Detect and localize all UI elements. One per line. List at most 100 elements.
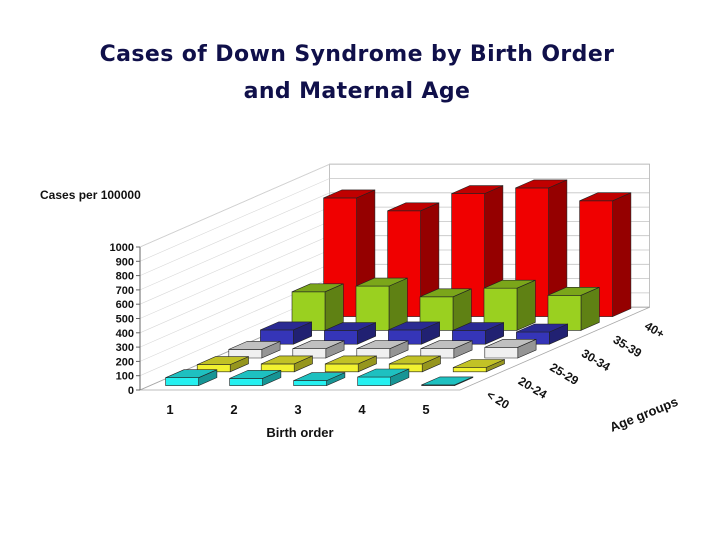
- bar-top: [420, 340, 473, 350]
- bar-front: [452, 367, 487, 373]
- bar-top: [356, 340, 409, 350]
- bar-2024-2: [260, 355, 313, 373]
- side-gridline: [139, 264, 330, 348]
- bar-3034-1: [260, 321, 313, 345]
- bar-top: [419, 288, 472, 298]
- side-gridline: [139, 235, 330, 319]
- bar-top: [421, 376, 474, 386]
- bar-top: [260, 321, 312, 331]
- bar-top: [355, 277, 408, 287]
- bar-20-4: [357, 368, 410, 387]
- bar-top: [387, 202, 440, 212]
- bar-top: [483, 279, 536, 289]
- z-tick-label: 35-39: [611, 332, 645, 360]
- bar-20-2: [229, 369, 282, 387]
- bar-front: [165, 377, 199, 386]
- z-axis-title: Age groups: [608, 394, 681, 435]
- bar-2529-3: [356, 340, 409, 359]
- side-gridline: [139, 206, 330, 291]
- bar-3539-4: [483, 279, 536, 331]
- bar-top: [323, 189, 376, 199]
- x-tick-label: 3: [294, 402, 301, 417]
- bar-top: [293, 372, 346, 381]
- bar-front: [357, 376, 391, 386]
- bar-2529-5: [484, 338, 537, 359]
- y-tick-label: 200: [116, 356, 134, 368]
- bar-top: [451, 185, 504, 194]
- bar-20-5: [421, 376, 474, 387]
- y-tick-label: 100: [116, 371, 134, 383]
- bar-top: [452, 322, 504, 331]
- bar-3539-3: [419, 288, 472, 331]
- side-gridline: [139, 249, 330, 334]
- y-tick-label: 400: [116, 328, 134, 340]
- y-tick-label: 300: [116, 342, 134, 354]
- y-axis-title: Cases per 100000: [40, 188, 141, 202]
- y-tick-label: 800: [116, 271, 134, 283]
- bar-top: [388, 321, 440, 331]
- bar-top: [389, 355, 441, 365]
- side-gridline: [139, 178, 330, 262]
- bar-front: [324, 363, 359, 373]
- bar-2024-5: [452, 359, 505, 373]
- bar-front: [484, 346, 519, 359]
- bar-top: [484, 338, 537, 348]
- y-tick-label: 700: [116, 285, 134, 297]
- y-tick-label: 1000: [110, 242, 134, 254]
- bar-20-3: [293, 372, 346, 387]
- chart-title-line-1: Cases of Down Syndrome by Birth Order: [99, 42, 615, 67]
- bar-top: [228, 341, 281, 350]
- bar-3539-5: [547, 286, 600, 331]
- y-tick-label: 0: [128, 385, 134, 397]
- z-tick-label: 30-34: [579, 346, 613, 374]
- y-axis-ticks: 0 100 200 300 400 500 600 700 800 900 1000: [110, 242, 141, 397]
- bar-top: [197, 356, 249, 365]
- bar-top: [516, 323, 568, 333]
- y-tick-label: 500: [116, 314, 134, 326]
- bar-2529-4: [420, 340, 473, 359]
- bar-3539-2: [355, 277, 408, 331]
- chart-title-line-2: and Maternal Age: [243, 79, 471, 104]
- z-tick-label: < 20: [484, 388, 512, 412]
- bar-side: [516, 279, 536, 331]
- bar-front: [229, 378, 263, 386]
- bar-3034-3: [388, 321, 441, 345]
- side-gridline: [139, 163, 330, 248]
- bar-2024-1: [196, 356, 249, 373]
- bar-top: [579, 192, 632, 202]
- chart-bars: [165, 179, 632, 387]
- bar-2024-3: [324, 355, 377, 373]
- bar-top: [515, 179, 568, 189]
- bar-top: [453, 359, 505, 368]
- z-tick-label: 20-24: [516, 374, 550, 402]
- bar-top: [291, 283, 344, 293]
- bar-top: [165, 369, 218, 379]
- bar-top: [325, 355, 377, 365]
- x-tick-label: 1: [166, 402, 173, 417]
- y-tick-label: 600: [116, 299, 134, 311]
- bar-20-1: [165, 369, 218, 387]
- bar-top: [292, 340, 345, 350]
- chart-title: Cases of Down Syndrome by Birth Order an…: [0, 36, 714, 110]
- bar-side: [612, 192, 632, 318]
- x-tick-label: 5: [422, 402, 429, 417]
- y-tick-label: 900: [116, 256, 134, 268]
- side-gridline: [139, 192, 330, 276]
- x-tick-label: 2: [230, 402, 237, 417]
- bar-top: [261, 355, 313, 365]
- side-gridline: [139, 221, 330, 305]
- z-tick-label: 25-29: [547, 360, 581, 388]
- bar-top: [229, 370, 282, 379]
- x-tick-label: 4: [358, 402, 366, 417]
- bar-2529-2: [292, 340, 345, 359]
- x-axis-title: Birth order: [266, 425, 333, 440]
- bar-front: [293, 380, 327, 386]
- bar-top: [547, 286, 600, 296]
- bar-top: [357, 368, 410, 378]
- bar-3034-4: [452, 322, 505, 345]
- bar-3539-1: [291, 283, 344, 331]
- bar-top: [324, 322, 376, 331]
- z-tick-label: 40+: [642, 319, 667, 341]
- bar-2529-1: [228, 340, 281, 359]
